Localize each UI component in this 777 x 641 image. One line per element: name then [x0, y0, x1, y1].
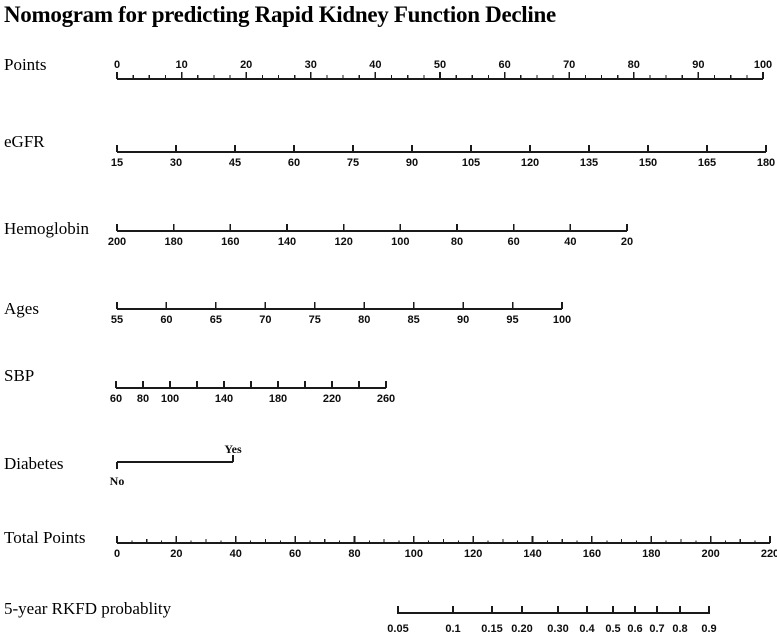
figure-title: Nomogram for predicting Rapid Kidney Fun… — [4, 2, 556, 27]
tick-label-points: 20 — [240, 59, 253, 71]
tick-label-hemoglobin: 100 — [391, 236, 410, 248]
axis-title-hemoglobin: Hemoglobin — [4, 219, 89, 238]
tick-label-hemoglobin: 140 — [277, 236, 297, 248]
tick-label-hemoglobin: 60 — [507, 236, 520, 248]
tick-label-egfr: 75 — [346, 157, 360, 169]
tick-label-points: 70 — [563, 59, 576, 71]
tick-label-rkfd-probability: 0.9 — [701, 623, 717, 635]
axis-title-egfr: eGFR — [4, 132, 45, 151]
tick-label-points: 0 — [113, 59, 121, 71]
tick-label-egfr: 45 — [228, 157, 242, 169]
axis-title-total-points: Total Points — [4, 528, 86, 547]
tick-label-total-points: 100 — [404, 548, 423, 560]
tick-label-total-points: 140 — [523, 548, 542, 560]
tick-label-sbp: 180 — [268, 393, 288, 405]
tick-label-egfr: 135 — [579, 157, 599, 169]
tick-label-rkfd-probability: 0.5 — [605, 623, 621, 635]
tick-label-points: 100 — [753, 59, 773, 71]
tick-label-rkfd-probability: 0.4 — [579, 623, 595, 635]
tick-label-egfr: 105 — [461, 157, 481, 169]
tick-label-hemoglobin: 180 — [164, 236, 183, 248]
tick-label-sbp: 60 — [109, 393, 123, 405]
tick-label-rkfd-probability: 0.7 — [649, 623, 665, 635]
axis-title-sbp: SBP — [4, 366, 35, 385]
tick-label-egfr: 30 — [169, 157, 183, 169]
tick-label-total-points: 40 — [229, 548, 242, 560]
tick-label-egfr: 150 — [638, 157, 658, 169]
tick-label-total-points: 180 — [642, 548, 661, 560]
tick-label-hemoglobin: 20 — [620, 236, 634, 248]
tick-label-hemoglobin: 160 — [221, 236, 240, 248]
axis-title-ages: Ages — [4, 299, 39, 318]
tick-label-total-points: 160 — [582, 548, 602, 560]
tick-label-ages: 55 — [110, 314, 124, 326]
tick-label-total-points: 80 — [348, 548, 361, 560]
tick-label-egfr: 180 — [756, 157, 776, 169]
tick-label-sbp: 80 — [136, 393, 150, 405]
tick-label-points: 30 — [304, 59, 317, 71]
tick-label-egfr: 60 — [287, 157, 301, 169]
tick-label-rkfd-probability: 0.6 — [627, 623, 643, 635]
tick-label-total-points: 0 — [113, 548, 121, 560]
tick-label-sbp: 140 — [214, 393, 234, 405]
tick-label-points: 90 — [692, 59, 705, 71]
tick-label-sbp: 220 — [322, 393, 342, 405]
tick-label-hemoglobin: 40 — [564, 236, 577, 248]
tick-label-diabetes: Yes — [224, 442, 242, 456]
tick-label-points: 50 — [433, 59, 447, 71]
tick-label-points: 60 — [498, 59, 511, 71]
tick-label-sbp: 100 — [160, 393, 180, 405]
tick-label-ages: 90 — [456, 314, 470, 326]
tick-label-ages: 85 — [407, 314, 420, 326]
tick-label-egfr: 120 — [520, 157, 540, 169]
tick-label-rkfd-probability: 0.30 — [547, 623, 569, 635]
tick-label-ages: 60 — [160, 314, 173, 326]
tick-label-ages: 80 — [358, 314, 371, 326]
tick-label-rkfd-probability: 0.15 — [481, 623, 503, 635]
tick-label-ages: 65 — [209, 314, 222, 326]
tick-label-rkfd-probability: 0.05 — [387, 623, 409, 635]
tick-label-total-points: 120 — [463, 548, 483, 560]
tick-label-points: 10 — [175, 59, 188, 71]
tick-label-points: 80 — [627, 59, 640, 71]
tick-label-egfr: 90 — [405, 157, 419, 169]
tick-label-ages: 100 — [552, 314, 572, 326]
axis-title-rkfd-probability: 5-year RKFD probablity — [4, 599, 172, 618]
tick-label-hemoglobin: 120 — [334, 236, 353, 248]
tick-label-rkfd-probability: 0.1 — [445, 623, 461, 635]
tick-label-hemoglobin: 200 — [107, 236, 127, 248]
tick-label-ages: 70 — [259, 314, 272, 326]
tick-label-total-points: 220 — [760, 548, 777, 560]
tick-label-points: 40 — [369, 59, 382, 71]
axis-title-diabetes: Diabetes — [4, 454, 64, 473]
tick-label-egfr: 165 — [697, 157, 717, 169]
tick-label-ages: 95 — [506, 314, 519, 326]
tick-label-total-points: 20 — [170, 548, 183, 560]
tick-label-hemoglobin: 80 — [450, 236, 464, 248]
tick-label-rkfd-probability: 0.20 — [511, 623, 533, 635]
tick-label-egfr: 15 — [110, 157, 124, 169]
tick-label-total-points: 200 — [701, 548, 720, 560]
tick-label-total-points: 60 — [288, 548, 302, 560]
tick-label-sbp: 260 — [376, 393, 396, 405]
tick-label-rkfd-probability: 0.8 — [672, 623, 688, 635]
axis-title-points: Points — [4, 55, 47, 74]
tick-label-diabetes: No — [109, 474, 125, 488]
tick-label-ages: 75 — [308, 314, 321, 326]
